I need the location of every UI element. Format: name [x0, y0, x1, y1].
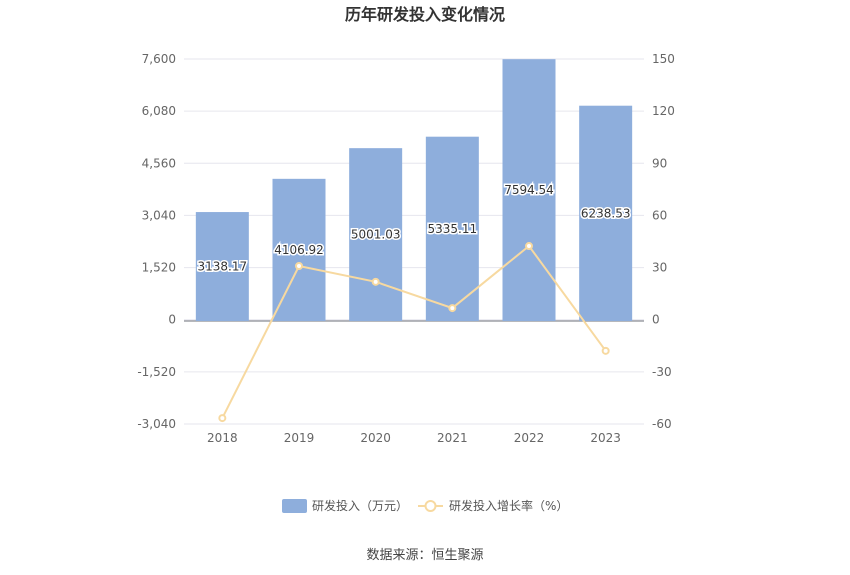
left-tick-label: 0	[168, 313, 176, 327]
x-tick-label: 2023	[590, 431, 621, 445]
x-tick-label: 2022	[514, 431, 545, 445]
bar-value-label: 7594.54	[504, 183, 554, 197]
left-tick-label: -3,040	[137, 417, 176, 431]
right-tick-label: -30	[652, 365, 672, 379]
bar	[579, 105, 633, 321]
bar	[272, 178, 326, 321]
growth-line	[221, 244, 607, 419]
left-axis: 7,600 6,080 4,560 3,040 1,520 0 -1,520 -3,040	[137, 52, 176, 431]
left-tick-label: 4,560	[142, 156, 176, 170]
right-tick-label: 0	[652, 313, 660, 327]
grid	[184, 58, 644, 425]
chart-title: 历年研发投入变化情况	[345, 5, 505, 24]
right-tick-label: 120	[652, 104, 675, 118]
bar	[349, 148, 403, 321]
legend[interactable]: 研发投入（万元） 研发投入增长率（%）	[282, 498, 568, 513]
x-tick-label: 2021	[437, 431, 468, 445]
x-tick-label: 2018	[207, 431, 238, 445]
bar-value-label: 5335.11	[428, 222, 478, 236]
bar	[425, 136, 479, 321]
x-tick-label: 2020	[360, 431, 391, 445]
left-tick-label: 6,080	[142, 104, 176, 118]
legend-bar-label[interactable]: 研发投入（万元）	[312, 498, 408, 513]
left-tick-label: 1,520	[142, 261, 176, 275]
right-tick-label: 90	[652, 156, 667, 170]
growth-point	[601, 346, 610, 355]
growth-point	[371, 277, 380, 286]
growth-point	[448, 304, 457, 313]
right-axis: 150 120 90 60 30 0 -30 -60	[652, 52, 675, 431]
right-tick-label: -60	[652, 417, 672, 431]
bar	[502, 59, 556, 321]
bar	[195, 212, 249, 321]
bar-value-labels: 3138.17 4106.92 5001.03 5335.11 7594.54 6238.…	[196, 182, 632, 275]
growth-point	[525, 242, 533, 251]
growth-point	[295, 262, 303, 271]
legend-line-marker	[424, 500, 437, 512]
right-tick-label: 60	[652, 208, 667, 222]
legend-line-label[interactable]: 研发投入增长率（%）	[449, 498, 568, 513]
bar-value-label: 6238.53	[581, 206, 631, 220]
legend-bar-swatch	[282, 499, 307, 513]
source-text: 数据来源：恒生聚源	[366, 548, 483, 563]
bar-value-label: 5001.03	[351, 228, 401, 242]
right-tick-label: 30	[652, 261, 667, 275]
bar-value-label: 4106.92	[274, 243, 324, 257]
bar-value-label: 3138.17	[198, 260, 248, 274]
x-tick-label: 2019	[284, 431, 315, 445]
x-axis: 2018 2019 2020 2021 2022 2023	[184, 320, 644, 445]
growth-point	[218, 414, 227, 423]
left-tick-label: 7,600	[142, 52, 176, 66]
left-tick-label: 3,040	[142, 208, 176, 222]
bar-series	[195, 59, 633, 321]
right-tick-label: 150	[652, 52, 675, 66]
line-series	[218, 242, 610, 423]
left-tick-label: -1,520	[137, 365, 176, 379]
